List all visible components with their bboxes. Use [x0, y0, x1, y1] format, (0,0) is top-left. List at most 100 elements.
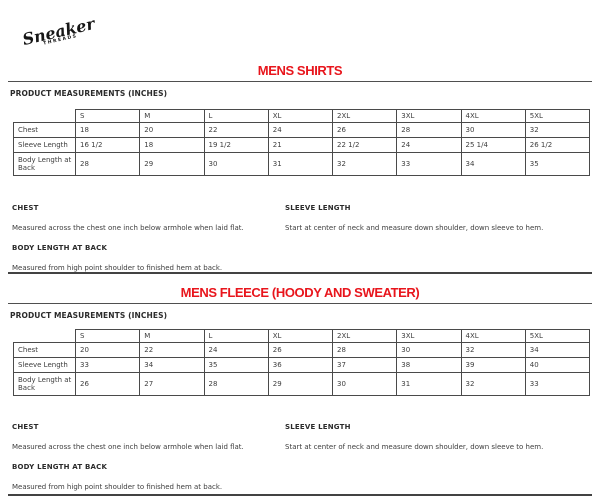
table-row-sleeve-length: Sleeve Length 33 34 35 36 37 38 39 40 [13, 357, 591, 373]
notes-right-column: SLEEVE LENGTH Start at center of neck an… [285, 423, 592, 500]
measurement-cell: 26 [267, 342, 334, 358]
measurement-cell: 16 1/2 [74, 137, 141, 153]
measurement-cell: 38 [396, 357, 462, 373]
size-column-header: M [139, 109, 205, 123]
brand-logo: Sneaker THREADS [21, 14, 97, 51]
measurement-cell: 32 [524, 122, 591, 138]
note-heading-body-length: BODY LENGTH AT BACK [12, 244, 108, 252]
measurement-cell: 35 [524, 152, 591, 176]
note-text-sleeve-length: Start at center of neck and measure down… [285, 443, 544, 451]
note-text-chest: Measured across the chest one inch below… [12, 443, 244, 451]
measurement-cell: 36 [267, 357, 334, 373]
size-column-header: L [203, 109, 269, 123]
mens-shirts-size-table: S M L XL 2XL 3XL 4XL 5XL Chest 18 20 22 … [13, 109, 591, 176]
size-column-header: 4XL [460, 109, 526, 123]
measurements-subtitle: PRODUCT MEASUREMENTS (INCHES) [10, 89, 168, 98]
table-row-body-length: Body Length at Back 26 27 28 29 30 31 32… [13, 372, 591, 396]
measurement-cell: 31 [267, 152, 334, 176]
size-column-header: 2XL [331, 329, 398, 343]
bottom-divider [8, 494, 592, 496]
notes-left-column: CHEST Measured across the chest one inch… [12, 423, 285, 500]
measurement-cell: 30 [331, 372, 398, 396]
measurement-cell: 24 [267, 122, 334, 138]
measurement-cell: 26 1/2 [524, 137, 591, 153]
measurement-cell: 29 [139, 152, 205, 176]
divider [8, 81, 592, 82]
measurement-cell: 19 1/2 [203, 137, 269, 153]
note-text-body-length: Measured from high point shoulder to fin… [12, 264, 223, 272]
measurement-cell: 31 [396, 372, 462, 396]
measurement-cell: 29 [267, 372, 334, 396]
measurement-cell: 26 [331, 122, 398, 138]
measurement-cell: 37 [331, 357, 398, 373]
mens-fleece-size-table: S M L XL 2XL 3XL 4XL 5XL Chest 20 22 24 … [13, 329, 591, 396]
measurement-cell: 35 [203, 357, 269, 373]
measurement-cell: 32 [460, 372, 526, 396]
size-column-header: XL [267, 109, 334, 123]
row-label: Sleeve Length [13, 357, 76, 373]
measurement-cell: 28 [396, 122, 462, 138]
measurement-cell: 34 [460, 152, 526, 176]
size-column-header: 3XL [396, 109, 462, 123]
measurement-cell: 27 [139, 372, 205, 396]
measurement-cell: 18 [139, 137, 205, 153]
row-label: Sleeve Length [13, 137, 76, 153]
measurement-cell: 28 [203, 372, 269, 396]
measurement-cell: 28 [74, 152, 141, 176]
note-heading-chest: CHEST [12, 423, 39, 431]
measurement-cell: 28 [331, 342, 398, 358]
note-text-body-length: Measured from high point shoulder to fin… [12, 483, 223, 491]
measurement-cell: 22 [203, 122, 269, 138]
measurement-cell: 20 [139, 122, 205, 138]
measurement-cell: 22 [139, 342, 205, 358]
measurements-subtitle: PRODUCT MEASUREMENTS (INCHES) [10, 311, 168, 320]
size-column-header: L [203, 329, 269, 343]
section-title-mens-fleece: MENS FLEECE (HOODY AND SWEATER) [180, 285, 420, 300]
measurement-cell: 33 [74, 357, 141, 373]
size-column-header: 2XL [331, 109, 398, 123]
measurement-cell: 18 [74, 122, 141, 138]
notes-right-column: SLEEVE LENGTH Start at center of neck an… [285, 204, 592, 284]
note-heading-chest: CHEST [12, 204, 39, 212]
table-row-chest: Chest 18 20 22 24 26 28 30 32 [13, 122, 591, 138]
measurement-cell: 32 [460, 342, 526, 358]
size-column-header: M [139, 329, 205, 343]
section-title-mens-shirts: MENS SHIRTS [257, 63, 343, 78]
measurement-cell: 22 1/2 [331, 137, 398, 153]
notes-left-column: CHEST Measured across the chest one inch… [12, 204, 285, 284]
blank-corner-cell [14, 110, 76, 123]
measurement-cell: 40 [524, 357, 591, 373]
size-column-header: S [74, 329, 141, 343]
row-label: Body Length at Back [13, 372, 76, 396]
table-row-body-length: Body Length at Back 28 29 30 31 32 33 34… [13, 152, 591, 176]
measurement-cell: 33 [396, 152, 462, 176]
blank-corner-cell [14, 330, 76, 343]
measurement-cell: 21 [267, 137, 334, 153]
measurement-cell: 34 [139, 357, 205, 373]
size-column-header: 5XL [524, 109, 591, 123]
measurement-cell: 24 [396, 137, 462, 153]
table-row-sleeve-length: Sleeve Length 16 1/2 18 19 1/2 21 22 1/2… [13, 137, 591, 153]
divider [8, 303, 592, 304]
measurement-definitions: CHEST Measured across the chest one inch… [12, 423, 592, 500]
note-text-chest: Measured across the chest one inch below… [12, 224, 244, 232]
note-heading-sleeve-length: SLEEVE LENGTH [285, 423, 351, 431]
measurement-cell: 33 [524, 372, 591, 396]
size-column-header: S [74, 109, 141, 123]
table-row-chest: Chest 20 22 24 26 28 30 32 34 [13, 342, 591, 358]
measurement-cell: 39 [460, 357, 526, 373]
size-column-header: 4XL [460, 329, 526, 343]
note-text-sleeve-length: Start at center of neck and measure down… [285, 224, 544, 232]
measurement-cell: 30 [460, 122, 526, 138]
row-label: Chest [13, 122, 76, 138]
measurement-cell: 24 [203, 342, 269, 358]
size-column-header: 3XL [396, 329, 462, 343]
size-column-header: XL [267, 329, 334, 343]
row-label: Body Length at Back [13, 152, 76, 176]
section-divider [8, 272, 592, 274]
measurement-cell: 26 [74, 372, 141, 396]
table-header-row: S M L XL 2XL 3XL 4XL 5XL [14, 109, 591, 123]
note-heading-body-length: BODY LENGTH AT BACK [12, 463, 108, 471]
measurement-cell: 34 [524, 342, 591, 358]
